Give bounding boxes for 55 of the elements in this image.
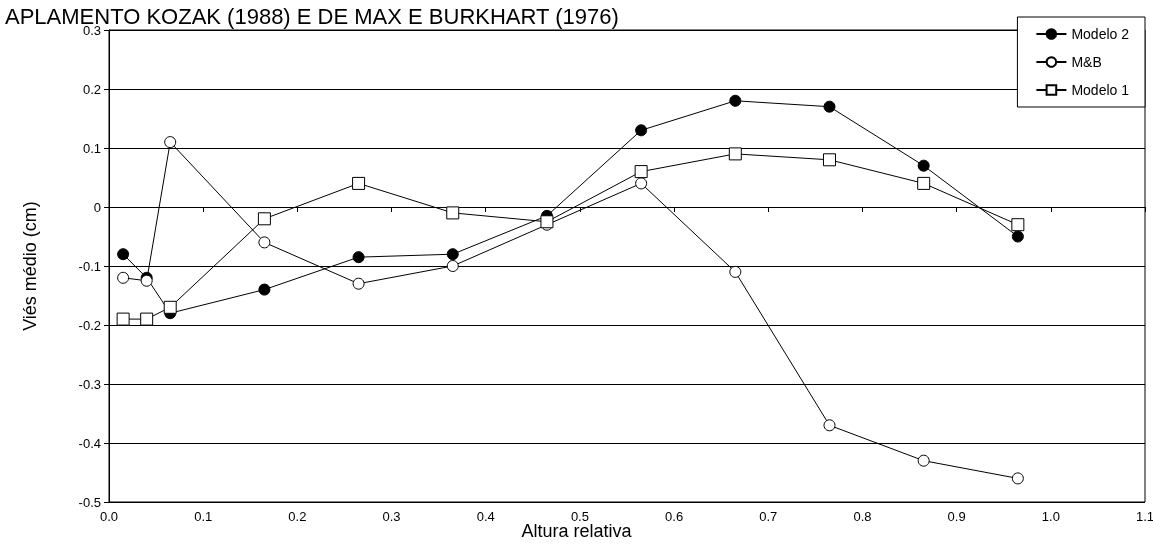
point xyxy=(917,176,931,190)
y-tick-label: -0.1 xyxy=(78,258,101,274)
x-tick-label: 0.0 xyxy=(99,509,119,524)
point xyxy=(446,260,459,272)
point xyxy=(446,248,459,261)
point xyxy=(917,454,930,467)
point xyxy=(140,312,154,326)
x-tick-label: 0.1 xyxy=(194,509,213,524)
x-tick-label: 0.4 xyxy=(476,509,495,524)
point xyxy=(729,265,742,278)
point xyxy=(823,100,836,113)
point xyxy=(635,124,648,137)
y-tick-label: -0.4 xyxy=(78,435,101,451)
legend-label: Modelo 1 xyxy=(1071,82,1130,98)
y-tick-label: -0.2 xyxy=(78,317,101,333)
point xyxy=(822,153,836,167)
legend-label: M&B xyxy=(1071,54,1102,70)
point xyxy=(446,206,460,220)
point xyxy=(634,165,648,179)
point xyxy=(728,147,742,161)
point xyxy=(823,419,836,432)
legend-label: Modelo 2 xyxy=(1071,26,1130,42)
x-axis-title: Altura relativa xyxy=(521,521,633,541)
point xyxy=(258,283,271,296)
point xyxy=(1011,218,1025,232)
point xyxy=(116,312,130,326)
x-tick-label: 1.1 xyxy=(1135,509,1153,524)
point xyxy=(258,236,271,249)
x-tick-label: 0.6 xyxy=(665,509,684,524)
point xyxy=(352,251,365,264)
point xyxy=(164,136,177,149)
point xyxy=(635,177,648,190)
y-tick-label: 0.2 xyxy=(82,81,101,97)
x-tick-label: 1.0 xyxy=(1041,509,1060,524)
y-tick-label: -0.3 xyxy=(78,376,101,392)
x-tick-label: 0.9 xyxy=(947,509,966,524)
y-tick-label: 0 xyxy=(93,199,101,215)
y-tick-label: -0.5 xyxy=(78,494,101,510)
point xyxy=(1011,472,1024,485)
x-tick-label: 0.3 xyxy=(382,509,401,524)
y-tick-label: 0.1 xyxy=(82,140,101,156)
point xyxy=(729,94,742,107)
point xyxy=(352,176,366,190)
y-axis-title: Viés médio (cm) xyxy=(20,201,40,331)
point xyxy=(117,248,130,261)
x-tick-label: 0.7 xyxy=(759,509,778,524)
point xyxy=(352,277,365,290)
point xyxy=(1011,230,1024,243)
point xyxy=(163,300,177,314)
point xyxy=(917,159,930,172)
x-tick-label: 0.5 xyxy=(570,509,589,524)
x-tick-label: 0.2 xyxy=(288,509,307,524)
x-tick-label: 0.8 xyxy=(853,509,872,524)
point xyxy=(117,271,130,284)
point xyxy=(257,212,271,226)
